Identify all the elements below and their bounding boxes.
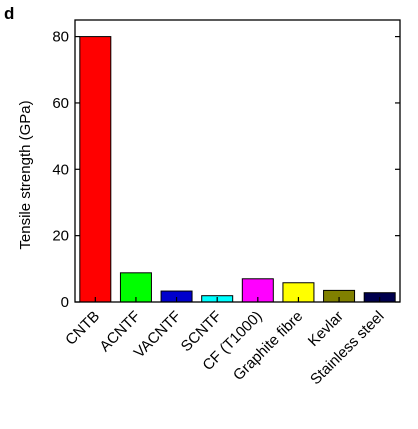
- y-tick-label: 0: [61, 294, 69, 311]
- x-tick-label: Stainless steel: [307, 308, 387, 388]
- bar: [79, 36, 112, 303]
- y-axis-title: Tensile strength (GPa): [17, 100, 34, 249]
- y-axis-ticks: 0 20 40 60 80: [52, 29, 400, 311]
- y-tick-label: 60: [52, 95, 69, 112]
- y-tick-label: 20: [52, 228, 69, 245]
- bars: [79, 36, 396, 303]
- panel-label: d: [4, 4, 14, 23]
- y-tick-label: 40: [52, 161, 69, 178]
- x-axis-ticks: [94, 297, 381, 302]
- plot-frame: [74, 19, 401, 303]
- y-tick-label: 80: [52, 29, 69, 46]
